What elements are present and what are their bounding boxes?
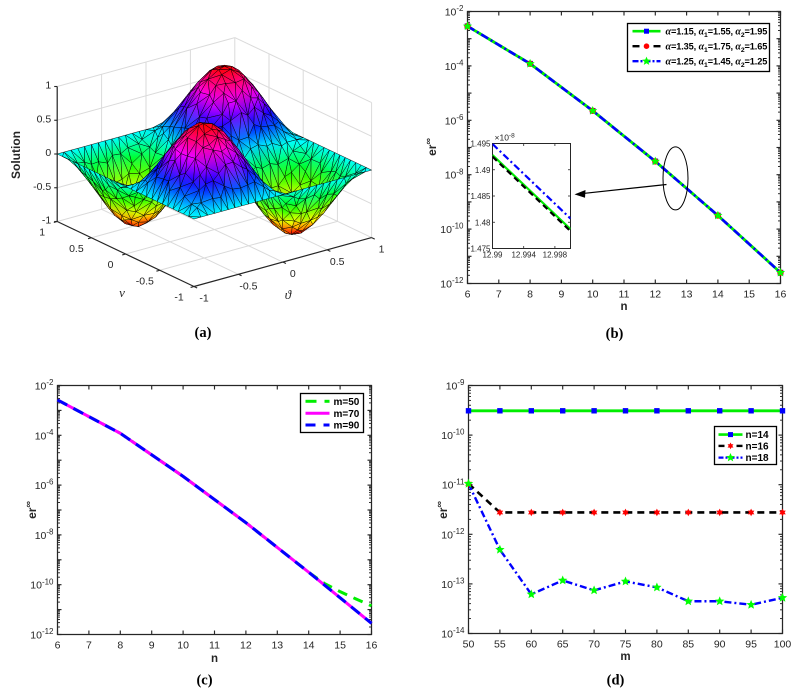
svg-text:1: 1 <box>45 80 51 92</box>
svg-text:14: 14 <box>712 289 724 301</box>
svg-text:16: 16 <box>366 640 378 652</box>
svg-text:12.994: 12.994 <box>511 251 536 260</box>
svg-text:1: 1 <box>379 244 385 256</box>
svg-text:×10-8: ×10-8 <box>495 133 516 143</box>
svg-text:60: 60 <box>525 639 537 651</box>
svg-text:m=70: m=70 <box>334 409 360 420</box>
svg-text:n=14: n=14 <box>746 430 770 441</box>
svg-text:1.475: 1.475 <box>470 245 491 254</box>
svg-text:10-8: 10-8 <box>35 528 54 542</box>
svg-text:n=16: n=16 <box>746 441 770 452</box>
svg-text:10-13: 10-13 <box>441 577 465 591</box>
svg-text:90: 90 <box>714 639 726 651</box>
svg-text:10: 10 <box>177 640 189 652</box>
svg-text:m=90: m=90 <box>334 421 360 432</box>
svg-text:10: 10 <box>587 289 599 301</box>
svg-text:10-2: 10-2 <box>35 378 54 392</box>
svg-text:10-10: 10-10 <box>30 577 54 591</box>
svg-text:m=50: m=50 <box>334 397 360 408</box>
svg-text:10-6: 10-6 <box>445 113 464 127</box>
svg-text:er∞: er∞ <box>23 501 39 519</box>
svg-text:8: 8 <box>527 289 533 301</box>
svg-text:14: 14 <box>303 640 315 652</box>
svg-text:100: 100 <box>774 639 792 651</box>
svg-text:α=1.25, α1=1.45, α2=1.25: α=1.25, α1=1.45, α2=1.25 <box>666 57 768 70</box>
svg-text:75: 75 <box>620 639 632 651</box>
svg-text:Solution: Solution <box>9 131 23 179</box>
svg-text:m: m <box>620 651 630 663</box>
svg-text:0: 0 <box>108 259 114 271</box>
svg-text:16: 16 <box>775 289 787 301</box>
svg-text:-0.5: -0.5 <box>136 275 154 287</box>
svg-text:7: 7 <box>496 289 502 301</box>
svg-text:(b): (b) <box>606 326 624 342</box>
svg-text:10-4: 10-4 <box>35 428 54 442</box>
svg-text:0.5: 0.5 <box>69 243 84 255</box>
svg-text:8: 8 <box>117 640 123 652</box>
svg-text:1: 1 <box>39 227 45 239</box>
svg-text:n=18: n=18 <box>746 453 770 464</box>
svg-text:n: n <box>620 301 627 313</box>
svg-text:1.485: 1.485 <box>470 192 491 201</box>
svg-text:10-12: 10-12 <box>440 276 464 290</box>
svg-text:70: 70 <box>588 639 600 651</box>
svg-text:er∞: er∞ <box>434 501 450 519</box>
svg-text:11: 11 <box>619 289 630 301</box>
svg-text:(a): (a) <box>195 325 212 341</box>
svg-text:-1: -1 <box>42 215 51 227</box>
svg-text:9: 9 <box>558 289 564 301</box>
svg-text:1.49: 1.49 <box>475 166 491 175</box>
svg-text:0: 0 <box>290 268 296 280</box>
svg-text:11: 11 <box>209 640 220 652</box>
svg-text:10-12: 10-12 <box>30 627 54 641</box>
svg-text:α=1.15, α1=1.55, α2=1.95: α=1.15, α1=1.55, α2=1.95 <box>666 27 768 40</box>
svg-text:10-6: 10-6 <box>35 478 54 492</box>
svg-text:10-12: 10-12 <box>441 527 465 541</box>
svg-text:-0.5: -0.5 <box>33 181 51 193</box>
svg-text:(d): (d) <box>607 673 625 689</box>
svg-text:10-9: 10-9 <box>446 378 465 392</box>
svg-text:15: 15 <box>743 289 755 301</box>
svg-text:50: 50 <box>463 639 475 651</box>
svg-text:10-14: 10-14 <box>441 626 465 640</box>
svg-text:-1: -1 <box>199 293 208 305</box>
svg-text:10-10: 10-10 <box>441 428 465 442</box>
svg-text:10-2: 10-2 <box>445 4 464 18</box>
svg-text:(c): (c) <box>196 673 212 689</box>
svg-text:1.48: 1.48 <box>475 218 491 227</box>
svg-text:er∞: er∞ <box>423 138 439 156</box>
svg-text:10-8: 10-8 <box>445 167 464 181</box>
svg-text:ϑ: ϑ <box>285 287 292 302</box>
svg-text:1.495: 1.495 <box>470 140 491 149</box>
svg-text:6: 6 <box>465 289 471 301</box>
svg-text:10-10: 10-10 <box>440 222 464 236</box>
svg-text:13: 13 <box>271 640 283 652</box>
svg-text:10-11: 10-11 <box>442 477 465 491</box>
svg-text:13: 13 <box>681 289 693 301</box>
svg-text:v: v <box>119 285 125 300</box>
svg-text:n: n <box>211 653 218 665</box>
svg-text:85: 85 <box>682 639 694 651</box>
svg-text:7: 7 <box>86 640 92 652</box>
svg-text:65: 65 <box>557 639 569 651</box>
svg-text:80: 80 <box>651 639 663 651</box>
svg-text:9: 9 <box>149 640 155 652</box>
svg-text:α=1.35, α1=1.75, α2=1.65: α=1.35, α1=1.75, α2=1.65 <box>666 42 768 55</box>
svg-text:0.5: 0.5 <box>330 256 345 268</box>
svg-text:-1: -1 <box>174 292 183 304</box>
svg-text:12.99: 12.99 <box>482 251 503 260</box>
svg-text:55: 55 <box>494 639 506 651</box>
svg-text:10-4: 10-4 <box>445 59 464 73</box>
svg-text:6: 6 <box>55 640 61 652</box>
svg-text:12: 12 <box>649 289 661 301</box>
svg-text:12.998: 12.998 <box>543 251 568 260</box>
svg-text:0: 0 <box>45 147 51 159</box>
svg-text:0.5: 0.5 <box>37 113 52 125</box>
svg-text:15: 15 <box>334 640 346 652</box>
svg-text:95: 95 <box>745 639 757 651</box>
svg-text:-0.5: -0.5 <box>239 280 257 292</box>
svg-text:12: 12 <box>240 640 252 652</box>
